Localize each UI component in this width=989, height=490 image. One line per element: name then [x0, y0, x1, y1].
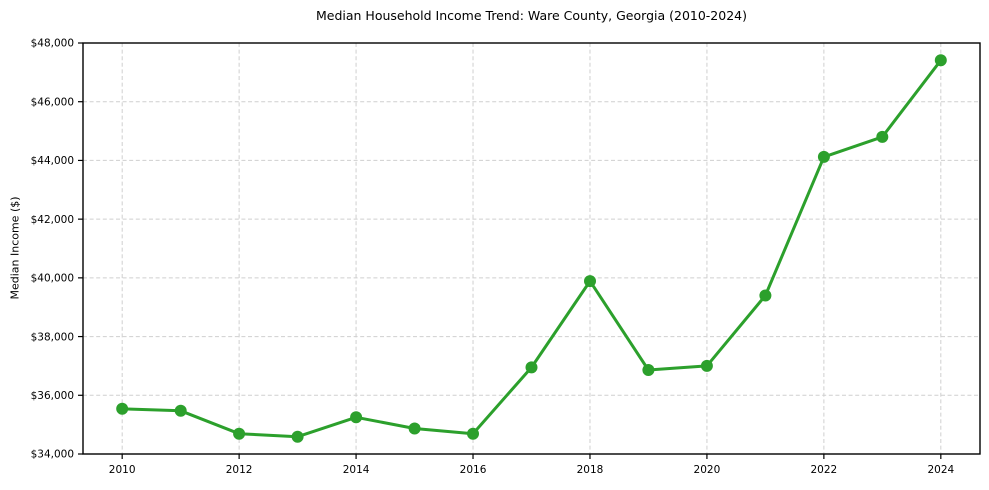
data-point-2023: [876, 130, 889, 143]
data-point-2018: [584, 275, 596, 288]
y-tick-label: $36,000: [31, 390, 74, 402]
data-point-2011: [174, 404, 187, 417]
data-point-2024: [934, 54, 947, 67]
data-point-2014: [350, 411, 363, 424]
x-tick-label: 2022: [811, 464, 838, 476]
data-point-2019: [642, 364, 655, 376]
x-tick-label: 2020: [694, 464, 721, 476]
data-point-2010: [116, 402, 129, 415]
data-point-2016: [467, 427, 479, 440]
x-tick-label: 2016: [460, 464, 487, 476]
y-tick-label: $34,000: [31, 449, 74, 461]
y-tick-label: $48,000: [31, 38, 74, 50]
data-point-2012: [233, 427, 246, 440]
data-point-2022: [817, 150, 830, 163]
x-tick-label: 2012: [226, 464, 253, 476]
data-point-2021: [759, 289, 772, 302]
y-tick-label: $46,000: [31, 96, 74, 108]
data-point-2017: [525, 361, 538, 374]
y-tick-label: $42,000: [31, 214, 74, 226]
x-tick-label: 2010: [109, 464, 136, 476]
x-tick-label: 2018: [577, 464, 604, 476]
y-tick-label: $38,000: [31, 331, 74, 343]
chart-title: Median Household Income Trend: Ware Coun…: [315, 8, 747, 23]
y-tick-label: $40,000: [31, 273, 74, 285]
x-tick-label: 2024: [927, 464, 954, 476]
data-point-2013: [291, 430, 304, 443]
y-tick-label: $44,000: [31, 155, 74, 167]
trend-line: [120, 58, 943, 439]
x-tick-label: 2014: [343, 464, 370, 476]
plot-frame: [82, 42, 981, 455]
data-point-2020: [700, 359, 713, 372]
data-point-2015: [408, 422, 421, 435]
